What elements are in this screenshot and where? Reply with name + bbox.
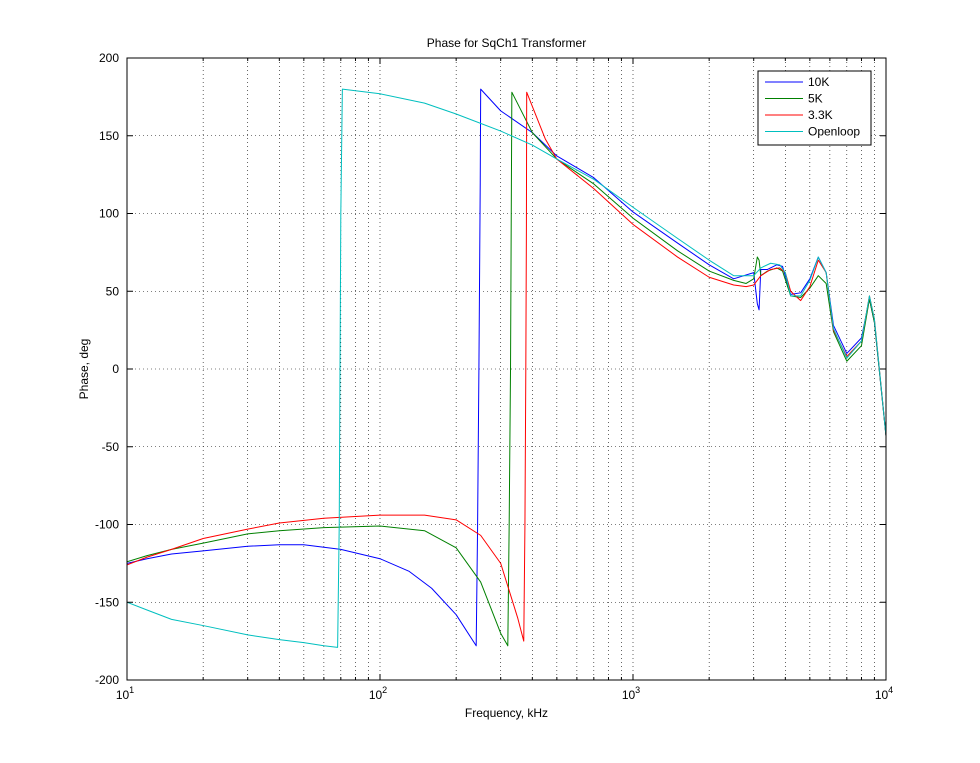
x-tick-label: 101 bbox=[116, 685, 134, 702]
y-axis-label: Phase, deg bbox=[77, 339, 91, 400]
x-axis-label: Frequency, kHz bbox=[465, 706, 548, 720]
x-tick-label: 103 bbox=[622, 685, 640, 702]
y-tick-label: 200 bbox=[99, 51, 119, 65]
y-tick-label: 0 bbox=[112, 362, 119, 376]
legend-box bbox=[757, 70, 872, 146]
y-tick-label: -200 bbox=[95, 673, 119, 687]
y-tick-label: -100 bbox=[95, 518, 119, 532]
legend-label: 10K bbox=[808, 75, 829, 89]
ticks bbox=[126, 57, 886, 681]
series-line-3-3k bbox=[126, 91, 887, 642]
y-tick-label: 100 bbox=[99, 207, 119, 221]
y-tick-label: 150 bbox=[99, 129, 119, 143]
series-line-5k bbox=[126, 91, 887, 647]
chart-title: Phase for SqCh1 Transformer bbox=[427, 36, 586, 50]
legend-label: Openloop bbox=[808, 125, 860, 139]
x-tick-labels: 101 102 103 104 bbox=[116, 685, 893, 702]
y-tick-label: 50 bbox=[106, 284, 120, 298]
x-tick-label: 102 bbox=[369, 685, 387, 702]
legend-label: 5K bbox=[808, 92, 823, 106]
legend-label: 3.3K bbox=[808, 108, 833, 122]
plot-lines bbox=[126, 88, 887, 648]
y-tick-labels: 200 150 100 50 0 -50 -100 -150 -200 bbox=[95, 51, 119, 687]
y-tick-label: -150 bbox=[95, 595, 119, 609]
y-tick-label: -50 bbox=[102, 440, 120, 454]
legend: 10K 5K 3.3K Openloop bbox=[757, 70, 872, 146]
x-tick-label: 104 bbox=[875, 685, 893, 702]
series-line-openloop bbox=[126, 88, 887, 648]
